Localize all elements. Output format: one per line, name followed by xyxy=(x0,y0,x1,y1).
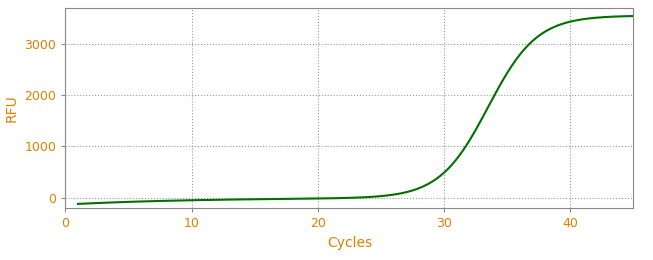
X-axis label: Cycles: Cycles xyxy=(326,236,372,250)
Y-axis label: RFU: RFU xyxy=(5,94,19,122)
